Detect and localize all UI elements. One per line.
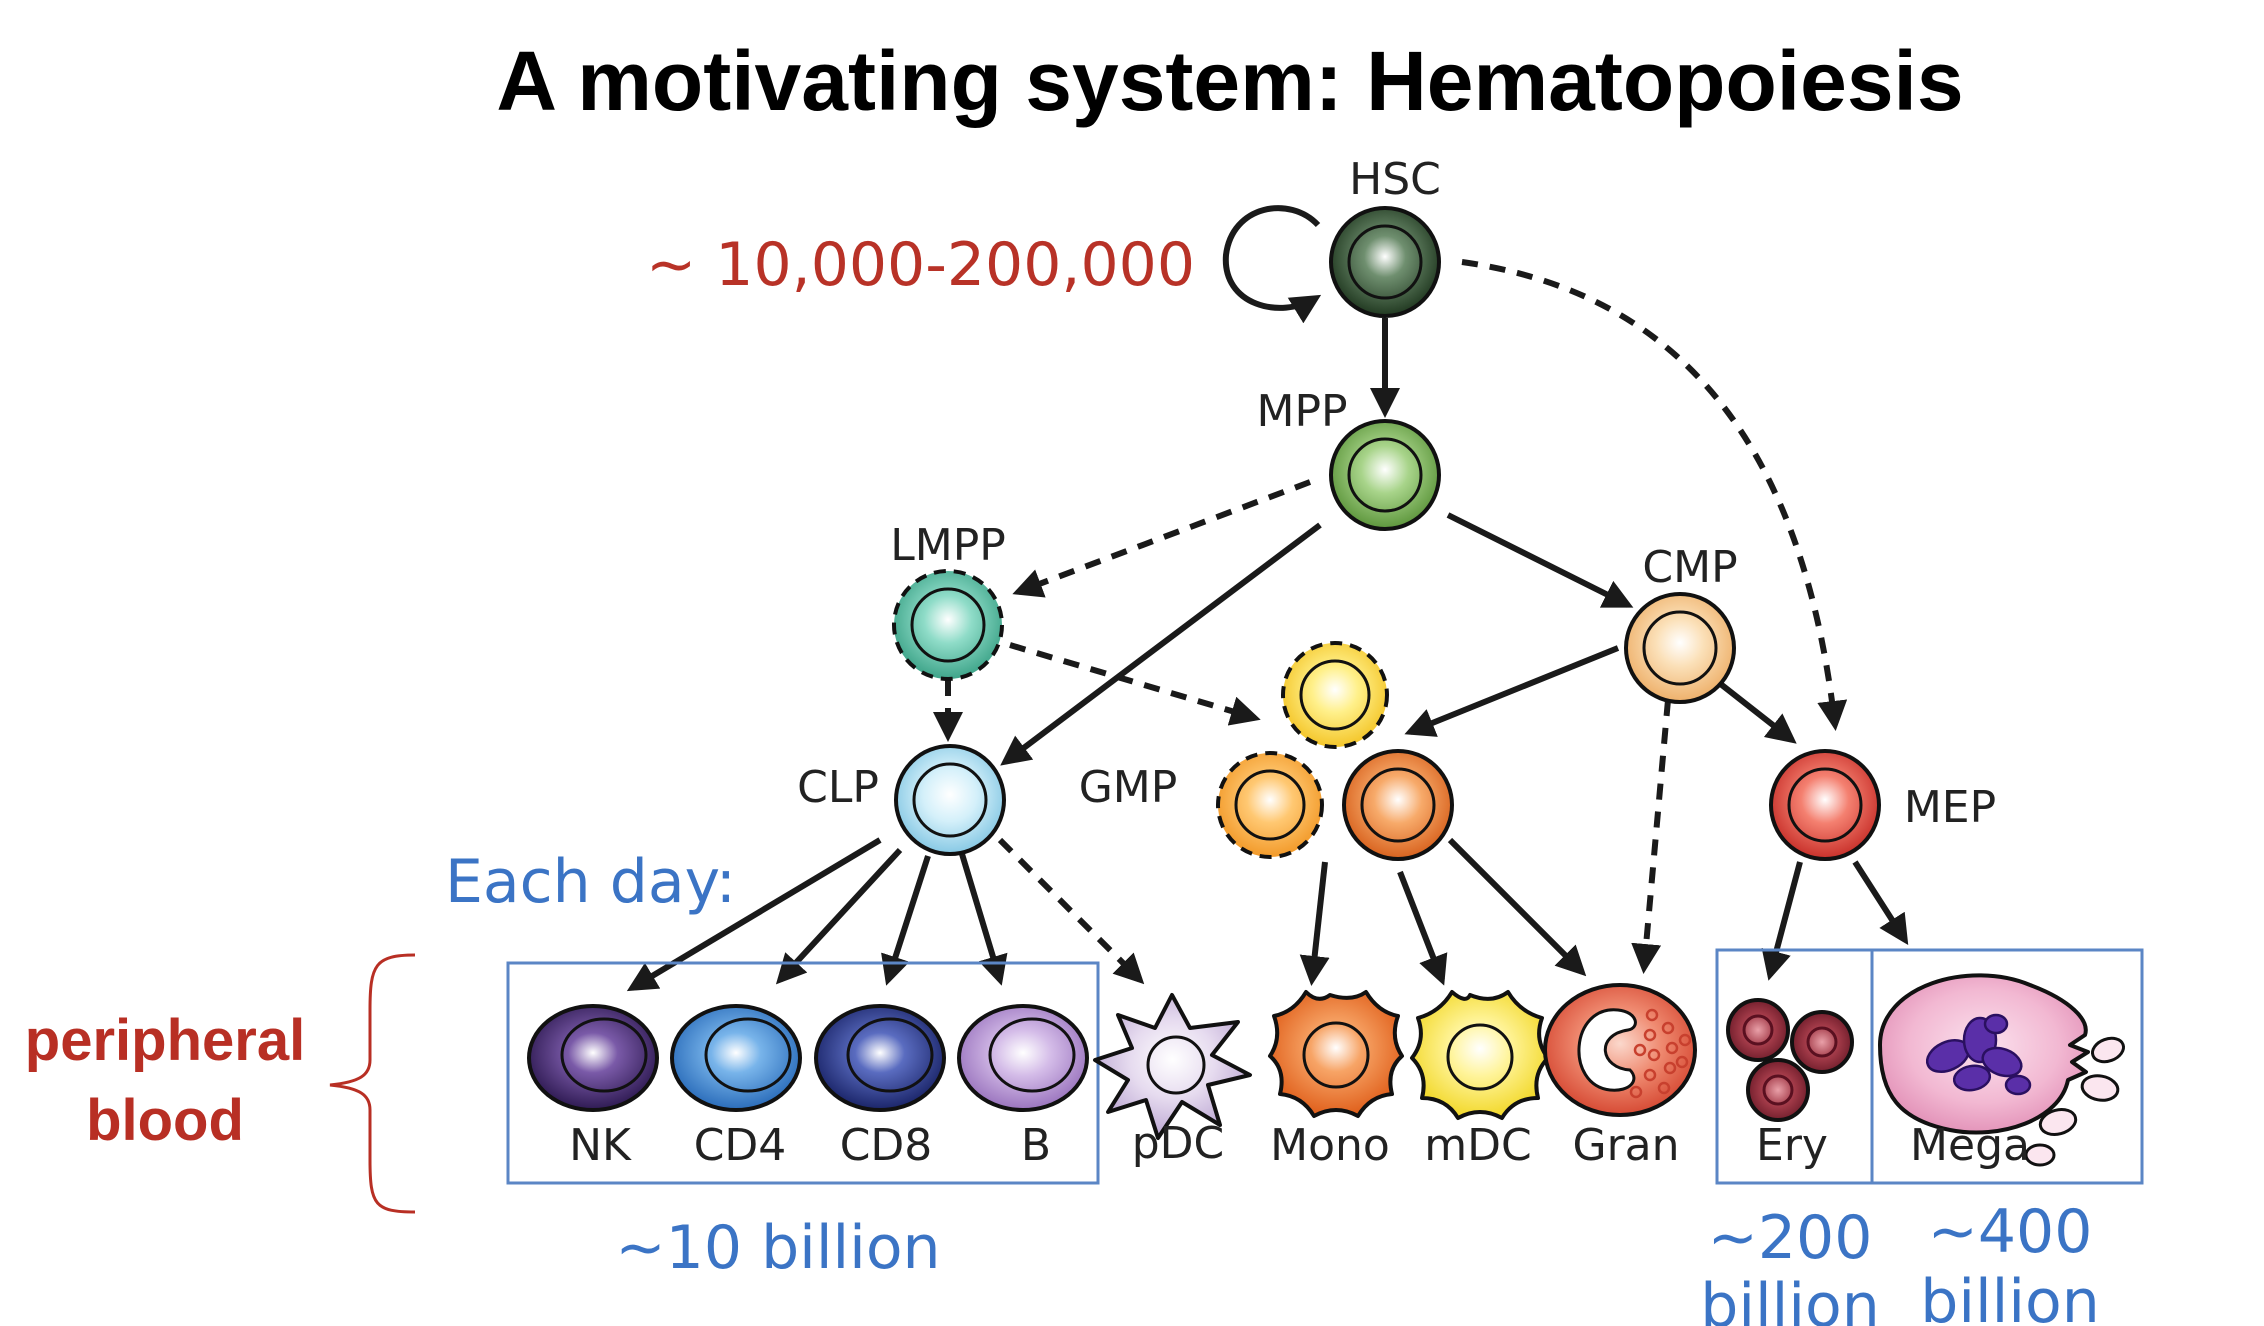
arrow-gmp-gran — [1447, 837, 1587, 977]
each-day-label: Each day: — [445, 847, 736, 917]
lineage-arrows-dashed — [933, 259, 1848, 985]
label-cd8: CD8 — [840, 1120, 933, 1171]
arrow-mep-ery — [1761, 861, 1803, 981]
cell-pdc — [1093, 993, 1252, 1140]
cell-clp — [894, 744, 1006, 856]
arrow-clp-cd4 — [775, 847, 903, 985]
cell-mdc — [1410, 990, 1550, 1120]
label-b: B — [1021, 1120, 1051, 1171]
arrow-mep-mega — [1852, 860, 1909, 946]
label-mpp: MPP — [1256, 386, 1347, 437]
label-gmp: GMP — [1079, 762, 1178, 813]
label-clp: CLP — [797, 762, 879, 813]
cell-nk — [527, 1004, 659, 1112]
arrow-clp-pdc — [997, 837, 1145, 985]
cell-cmp — [1624, 592, 1736, 704]
label-mega: Mega — [1910, 1120, 2030, 1171]
arrow-clp-cd8 — [881, 855, 931, 986]
cell-gran — [1543, 983, 1697, 1117]
label-cd4: CD4 — [694, 1120, 787, 1171]
label-cmp: CMP — [1642, 542, 1737, 593]
cell-cd4 — [670, 1004, 802, 1112]
cell-mono — [1268, 990, 1404, 1118]
arrow-cmp-mep — [1716, 679, 1797, 744]
cell-mpp — [1329, 419, 1441, 531]
arrow-gmp-mdc — [1397, 870, 1448, 986]
arrow-cmp-gran — [1631, 699, 1671, 974]
mega-box — [1870, 948, 2144, 1185]
cell-mep — [1769, 749, 1881, 861]
label-ery: Ery — [1756, 1120, 1828, 1171]
label-hsc: HSC — [1349, 154, 1441, 205]
lymphoid-box — [506, 961, 1100, 1185]
cell-cd8 — [814, 1004, 946, 1112]
arrow-mpp-lmpp — [1012, 479, 1312, 598]
arrow-clp-b — [959, 853, 1008, 986]
cell-ery — [1726, 998, 1854, 1122]
label-pdc: pDC — [1132, 1118, 1225, 1169]
label-mono: Mono — [1270, 1120, 1390, 1171]
count-ery-line2: billion — [1700, 1271, 1880, 1326]
count-mega-line1: ~400 — [1928, 1197, 2093, 1267]
blood-label: blood — [86, 1088, 244, 1153]
arrow-mpp-clp — [1000, 522, 1322, 766]
label-lmpp: LMPP — [890, 520, 1006, 571]
label-nk: NK — [569, 1120, 632, 1171]
peripheral-label: peripheral — [25, 1008, 305, 1073]
arrow-cmp-gmp — [1404, 645, 1620, 737]
arrow-lmpp-gmp — [1009, 642, 1261, 726]
cell-hsc — [1329, 206, 1441, 318]
cell-b — [957, 1004, 1089, 1112]
arrow-mpp-cmp — [1446, 512, 1634, 608]
page-title: A motivating system: Hematopoiesis — [496, 34, 1963, 128]
cell-gmp — [1342, 749, 1454, 861]
arrow-gmp-mono — [1299, 861, 1330, 986]
peripheral-brace — [329, 953, 416, 1214]
self-renewal-arrow — [1222, 205, 1322, 324]
cell-gmp-yellow — [1281, 641, 1389, 749]
arrow-hsc-mep — [1461, 259, 1848, 731]
label-mep: MEP — [1904, 782, 1996, 833]
cell-gmp-orange-dashed — [1216, 751, 1324, 859]
hsc-count: ~ 10,000-200,000 — [646, 230, 1195, 300]
cell-mega — [1878, 973, 2125, 1167]
lineage-arrows — [626, 318, 1909, 992]
label-mdc: mDC — [1424, 1120, 1531, 1171]
count-ery-line1: ~200 — [1708, 1203, 1873, 1273]
cell-lmpp — [892, 569, 1004, 681]
count-mega-line2: billion — [1920, 1267, 2100, 1326]
count-lymphoid: ~10 billion — [615, 1213, 940, 1283]
label-gran: Gran — [1572, 1120, 1679, 1171]
